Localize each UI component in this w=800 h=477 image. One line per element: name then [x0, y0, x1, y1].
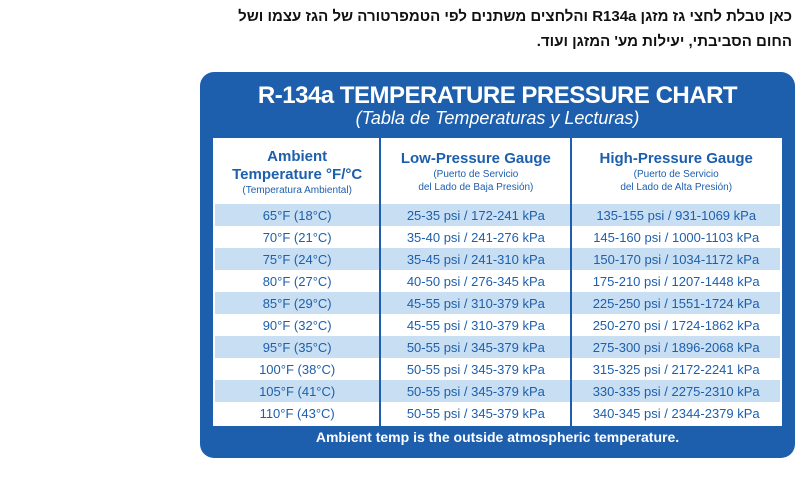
table-cell: 275-300 psi / 1896-2068 kPa: [570, 336, 781, 358]
table-row: 75°F (24°C) 35-45 psi / 241-310 kPa 150-17…: [214, 248, 781, 270]
table-cell: 340-345 psi / 2344-2379 kPa: [570, 402, 781, 425]
chart-subtitle: (Tabla de Temperaturas y Lecturas): [355, 108, 640, 128]
table-cell: 145-160 psi / 1000-1103 kPa: [570, 226, 781, 248]
header-line: (Puerto de Servicio: [433, 169, 519, 180]
chart-footer: Ambient temp is the outside atmospheric …: [315, 429, 680, 445]
header-line: High-Pressure Gauge: [599, 150, 753, 167]
intro-line: החום הסביבתי, יעילות מע' המזגן ועוד.: [536, 33, 792, 50]
table-cell: 50-55 psi / 345-379 kPa: [379, 358, 573, 380]
header-line: Temperature °F/°C: [232, 165, 363, 183]
header-line: Ambient: [267, 147, 328, 165]
table-row: 80°F (27°C) 40-50 psi / 276-345 kPa 175-21…: [214, 270, 781, 292]
table-cell: 175-210 psi / 1207-1448 kPa: [570, 270, 781, 292]
table-cell: 35-45 psi / 241-310 kPa: [379, 248, 573, 270]
table-cell: 50-55 psi / 345-379 kPa: [379, 402, 573, 425]
table-cell: 330-335 psi / 2275-2310 kPa: [570, 380, 781, 402]
header-line: del Lado de Alta Presión): [620, 182, 733, 193]
table-row: 70°F (21°C) 35-40 psi / 241-276 kPa 145-16…: [214, 226, 781, 248]
table-cell: 225-250 psi / 1551-1724 kPa: [570, 292, 781, 314]
table-row: 65°F (18°C) 25-35 psi / 172-241 kPa 135-15…: [214, 204, 781, 226]
table-cell: 315-325 psi / 2172-2241 kPa: [570, 358, 781, 380]
chart-panel: R-134a TEMPERATURE PRESSURE CHART (Tabla…: [200, 72, 795, 458]
table-row: 105°F (41°C) 50-55 psi / 345-379 kPa 330-3…: [214, 380, 781, 402]
table-cell: 45-55 psi / 310-379 kPa: [379, 292, 573, 314]
table-cell: 135-155 psi / 931-1069 kPa: [570, 204, 781, 226]
table-cell: 100°F (38°C): [214, 358, 382, 380]
chart-title: R-134a TEMPERATURE PRESSURE CHART: [257, 82, 738, 109]
table-cell: 80°F (27°C): [214, 270, 382, 292]
column-header: Low-Pressure Gauge (Puerto de Servicio del…: [379, 139, 573, 204]
table-cell: 45-55 psi / 310-379 kPa: [379, 314, 573, 336]
table-row: 95°F (35°C) 50-55 psi / 345-379 kPa 275-30…: [214, 336, 781, 358]
intro-line: כאן טבלת לחצי גז מזגן R134a והלחצים משתנ…: [238, 8, 792, 25]
header-row: Ambient Temperature °F/°C (Temperatura Amb…: [214, 139, 781, 204]
table-cell: 105°F (41°C): [214, 380, 382, 402]
table-cell: 35-40 psi / 241-276 kPa: [379, 226, 573, 248]
table-cell: 40-50 psi / 276-345 kPa: [379, 270, 573, 292]
table-cell: 65°F (18°C): [214, 204, 382, 226]
table-row: 100°F (38°C) 50-55 psi / 345-379 kPa 315-3…: [214, 358, 781, 380]
table-row: 90°F (32°C) 45-55 psi / 310-379 kPa 250-27…: [214, 314, 781, 336]
table-row: 110°F (43°C) 50-55 psi / 345-379 kPa 340-3…: [214, 402, 781, 425]
column-header: Ambient Temperature °F/°C (Temperatura Amb…: [214, 139, 382, 204]
table-cell: 50-55 psi / 345-379 kPa: [379, 336, 573, 358]
table-cell: 95°F (35°C): [214, 336, 382, 358]
table-cell: 25-35 psi / 172-241 kPa: [379, 204, 573, 226]
column-header: High-Pressure Gauge (Puerto de Servicio de…: [570, 139, 781, 204]
header-line: (Temperatura Ambiental): [242, 184, 352, 196]
header-line: (Puerto de Servicio: [633, 169, 719, 180]
table-cell: 110°F (43°C): [214, 402, 382, 425]
table-cell: 75°F (24°C): [214, 248, 382, 270]
table-row: 85°F (29°C) 45-55 psi / 310-379 kPa 225-25…: [214, 292, 781, 314]
table-cell: 150-170 psi / 1034-1172 kPa: [570, 248, 781, 270]
table-cell: 90°F (32°C): [214, 314, 382, 336]
header-line: Low-Pressure Gauge: [400, 150, 551, 167]
intro: כאן טבלת לחצי גז מזגן R134a והלחצים משתנ…: [12, 4, 792, 54]
table-cell: 85°F (29°C): [214, 292, 382, 314]
table-cell: 70°F (21°C): [214, 226, 382, 248]
pressure-table: Ambient Temperature °F/°C (Temperatura Amb…: [213, 138, 782, 426]
header-line: del Lado de Baja Presión): [418, 182, 534, 193]
table-cell: 50-55 psi / 345-379 kPa: [379, 380, 573, 402]
table-cell: 250-270 psi / 1724-1862 kPa: [570, 314, 781, 336]
